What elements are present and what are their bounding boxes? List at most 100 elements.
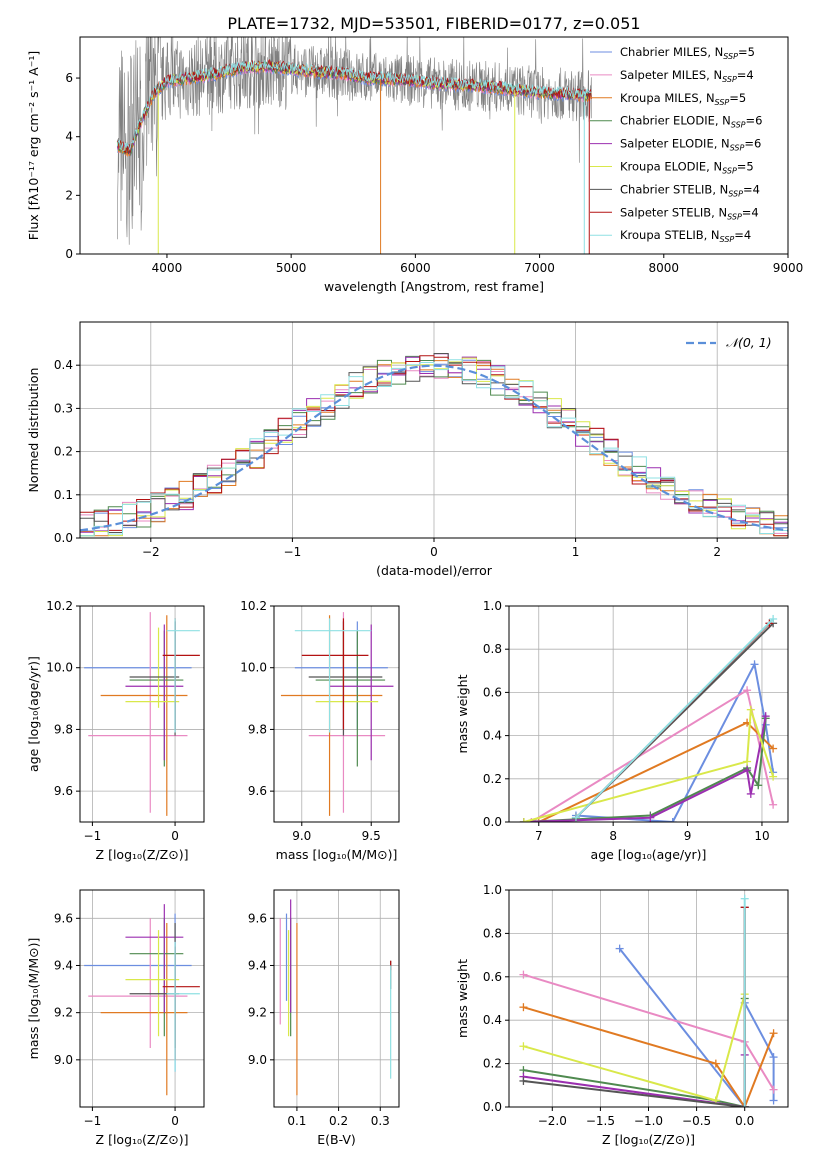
legend-label-text: Salpeter MILES, N	[620, 68, 722, 82]
model-spectrum-kroupa-stelib	[116, 59, 592, 152]
panel-mass-weight-vs-age: 7 8 9 10 0.0 0.2 0.4 0.6 0.8 1.0 age [log₁₀(age/yr…	[455, 599, 789, 862]
legend-label-sub: SSP	[720, 235, 735, 244]
legend-label-tail: =6	[746, 114, 763, 128]
x-axis-label: wavelength [Angstrom, rest frame]	[324, 279, 544, 294]
series-line-chabrier-miles	[575, 661, 775, 822]
y-tick-label: 6	[65, 71, 73, 85]
plot-area	[84, 904, 200, 1096]
axes-frame	[79, 36, 789, 255]
normal-curve	[80, 364, 788, 532]
legend-label: 𝒩(0, 1)	[726, 335, 772, 350]
plot-area	[519, 614, 778, 822]
y-tick-label: 0.3	[54, 401, 73, 415]
x-tick-label: 10	[754, 829, 769, 843]
x-tick-label: 0.0	[735, 1114, 754, 1128]
y-tick-label: 0.8	[483, 642, 502, 656]
x-tick-label: −1	[284, 545, 302, 559]
panel-mass-vs-ebv: 0.1 0.2 0.3 9.0 9.2 9.4 9.6 E(B-V)	[248, 889, 400, 1147]
residuals-legend: 𝒩(0, 1)	[686, 335, 772, 350]
axes-frame	[79, 889, 205, 1108]
series-marker	[519, 1003, 528, 1012]
series-marker	[769, 1053, 778, 1062]
y-tick-label: 0.6	[483, 970, 502, 984]
series-marker	[519, 818, 528, 822]
plot-area	[280, 612, 394, 816]
legend-label: Salpeter MILES, NSSP=4	[620, 68, 754, 84]
legend-label-text: Salpeter STELIB, N	[620, 205, 727, 219]
x-tick-label: 0	[171, 1114, 179, 1128]
y-tick-label: 0.6	[483, 685, 502, 699]
axes-frame	[508, 605, 789, 823]
x-tick-label: 5000	[276, 261, 307, 275]
legend-label-tail: =4	[743, 182, 760, 196]
y-axis-label: Flux [fλ10⁻¹⁷ erg cm⁻² s⁻¹ A⁻¹]	[26, 51, 41, 240]
series-marker	[769, 1085, 778, 1094]
legend-label-sub: SSP	[722, 167, 737, 176]
x-axis-label: (data-model)/error	[376, 563, 493, 578]
series-marker	[769, 1029, 778, 1038]
model-spectrum-salpeter-stelib	[117, 58, 592, 154]
x-tick-label: 7000	[524, 261, 555, 275]
series-line-salpeter-miles	[530, 688, 775, 822]
series-marker	[615, 944, 624, 953]
legend-label-sub: SSP	[731, 121, 746, 130]
legend-label: Chabrier STELIB, NSSP=4	[620, 182, 760, 198]
series-marker	[769, 744, 778, 753]
x-tick-label: −1.0	[634, 1114, 663, 1128]
axes-frame	[273, 605, 400, 823]
y-tick-label: 1.0	[483, 599, 502, 613]
x-tick-label: 6000	[400, 261, 431, 275]
x-tick-label: 1	[572, 545, 580, 559]
series-marker	[769, 614, 778, 623]
legend-label: Kroupa ELODIE, NSSP=5	[620, 160, 754, 176]
y-tick-label: 0.0	[483, 815, 502, 829]
x-tick-label: −2.0	[538, 1114, 567, 1128]
legend-label-text: Chabrier STELIB, N	[620, 182, 728, 196]
series-marker	[769, 772, 778, 781]
series-line-kroupa-miles	[523, 1006, 775, 1107]
y-tick-label: 0.4	[54, 358, 73, 372]
legend-label: Salpeter STELIB, NSSP=4	[620, 205, 759, 221]
y-tick-label: 10.2	[46, 599, 73, 613]
x-tick-label: 9	[684, 829, 692, 843]
y-axis-label: mass weight	[455, 959, 470, 1038]
series-marker	[646, 813, 655, 822]
x-tick-label: 0	[430, 545, 438, 559]
y-tick-label: 4	[65, 130, 73, 144]
x-tick-label: −2	[142, 545, 160, 559]
x-axis-label: age [log₁₀(age/yr)]	[591, 847, 707, 862]
series-marker	[769, 1096, 778, 1105]
series-marker	[519, 1042, 528, 1051]
series-marker	[711, 1059, 720, 1068]
x-axis-label: Z [log₁₀(Z/Z⊙)]	[602, 1132, 695, 1147]
series-line-kroupa-stelib	[575, 618, 774, 819]
y-tick-label: 9.0	[248, 1053, 267, 1067]
x-tick-label: 9.0	[292, 829, 311, 843]
y-tick-label: 9.6	[54, 911, 73, 925]
y-axis-label: Normed distribution	[26, 368, 41, 493]
series-marker	[519, 1076, 528, 1085]
y-tick-label: 9.8	[54, 722, 73, 736]
legend-label-tail: =4	[734, 228, 751, 242]
x-tick-label: −1	[84, 829, 102, 843]
figure-title: PLATE=1732, MJD=53501, FIBERID=0177, z=0…	[227, 14, 640, 33]
series-marker	[740, 894, 749, 903]
legend-label-tail: =6	[744, 137, 761, 151]
legend-label-sub: SSP	[727, 212, 742, 221]
series-marker	[743, 766, 752, 775]
legend-label: Chabrier MILES, NSSP=5	[620, 45, 755, 61]
series-marker	[740, 1103, 749, 1107]
y-tick-label: 0.0	[483, 1100, 502, 1114]
series-marker	[743, 757, 752, 766]
y-axis-label: age [log₁₀(age/yr)]	[26, 656, 41, 772]
series-line-chabrier-elodie	[523, 998, 746, 1107]
legend-label-tail: =4	[742, 205, 759, 219]
y-tick-label: 9.8	[248, 722, 267, 736]
legend-label-sub: SSP	[730, 144, 745, 153]
x-tick-label: 0.1	[287, 1114, 306, 1128]
legend-label-tail: =4	[737, 68, 754, 82]
plot-area	[116, 37, 592, 254]
series-marker	[769, 800, 778, 809]
x-axis-label: Z [log₁₀(Z/Z⊙)]	[96, 847, 189, 862]
legend-label: Chabrier ELODIE, NSSP=6	[620, 114, 762, 130]
